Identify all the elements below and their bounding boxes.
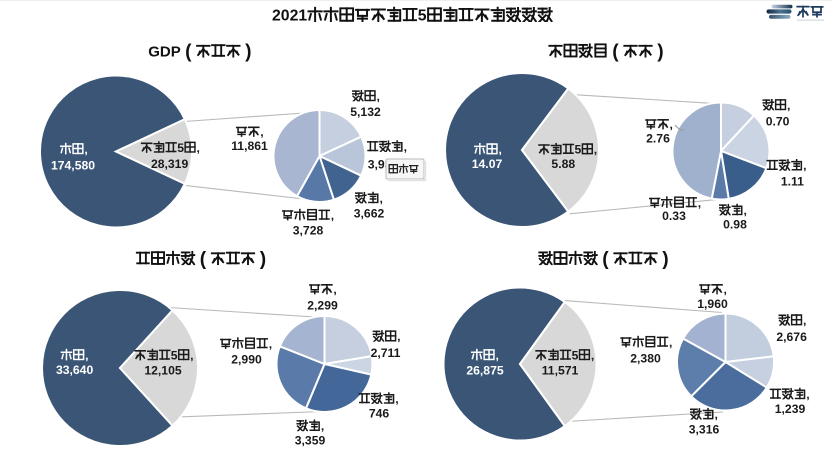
svg-text:2,676: 2,676	[776, 330, 807, 344]
svg-text:0.70: 0.70	[766, 114, 790, 128]
svg-text:,: ,	[803, 314, 806, 328]
svg-text:5: 5	[575, 143, 582, 157]
svg-text:12,105: 12,105	[144, 364, 181, 378]
svg-text:2,711: 2,711	[371, 346, 401, 360]
svg-text:174,580: 174,580	[51, 158, 95, 172]
svg-text:3,359: 3,359	[295, 434, 326, 448]
svg-text:5: 5	[171, 348, 178, 362]
svg-text:): )	[662, 249, 668, 270]
svg-text:,: ,	[744, 203, 747, 217]
svg-text:,: ,	[190, 348, 193, 362]
svg-text:,: ,	[715, 408, 718, 422]
svg-text:,: ,	[803, 159, 806, 173]
svg-text:3,728: 3,728	[293, 223, 324, 237]
svg-text:,: ,	[787, 98, 790, 112]
svg-text:0.33: 0.33	[662, 209, 686, 223]
svg-text:,: ,	[85, 348, 88, 362]
svg-text:,: ,	[197, 141, 200, 155]
svg-text:,: ,	[321, 419, 324, 433]
svg-text:,: ,	[404, 140, 407, 154]
svg-text:11,861: 11,861	[231, 139, 268, 153]
svg-text:,: ,	[84, 142, 87, 156]
svg-text:5: 5	[572, 348, 579, 362]
svg-text:,: ,	[395, 392, 398, 406]
svg-text:,: ,	[499, 143, 502, 157]
svg-text:(: (	[612, 41, 619, 62]
svg-text:33,640: 33,640	[56, 363, 93, 377]
svg-text:,: ,	[496, 348, 499, 362]
svg-text:2.76: 2.76	[646, 131, 670, 145]
svg-text:(: (	[602, 249, 609, 270]
svg-text:,: ,	[377, 89, 380, 103]
svg-text:,: ,	[380, 191, 383, 205]
svg-text:,: ,	[724, 282, 727, 296]
svg-text:14.07: 14.07	[472, 157, 503, 171]
svg-text:,: ,	[331, 208, 334, 222]
svg-text:5.88: 5.88	[551, 157, 575, 171]
svg-text:26,875: 26,875	[466, 364, 503, 378]
svg-text:28,319: 28,319	[151, 157, 188, 171]
svg-text:): )	[245, 41, 251, 62]
svg-text:GDP: GDP	[148, 43, 181, 60]
svg-text:): )	[657, 41, 663, 62]
svg-text:5,132: 5,132	[350, 105, 381, 119]
svg-text:,: ,	[260, 125, 263, 139]
svg-text:): )	[260, 249, 266, 270]
svg-text:1,239: 1,239	[775, 402, 806, 416]
svg-text:,: ,	[269, 337, 272, 351]
svg-text:,: ,	[670, 117, 673, 131]
svg-text:,: ,	[397, 330, 400, 344]
svg-text:2,299: 2,299	[307, 298, 338, 312]
svg-text:11,571: 11,571	[542, 363, 579, 377]
svg-text:,: ,	[591, 348, 594, 362]
svg-text:,: ,	[594, 143, 597, 157]
svg-text:3,662: 3,662	[354, 206, 385, 220]
svg-text:(: (	[200, 249, 207, 270]
svg-text:2021: 2021	[272, 8, 307, 25]
svg-text:(: (	[185, 41, 192, 62]
svg-text:,: ,	[698, 196, 701, 210]
svg-text:2,380: 2,380	[630, 351, 661, 365]
svg-text:5: 5	[177, 141, 184, 155]
svg-text:1.11: 1.11	[781, 175, 804, 189]
svg-text:,: ,	[806, 387, 809, 401]
svg-text:2,990: 2,990	[231, 353, 262, 367]
svg-text:,: ,	[333, 282, 336, 296]
svg-text:5: 5	[418, 8, 427, 25]
svg-text:0.98: 0.98	[723, 217, 747, 231]
svg-text:,: ,	[669, 335, 672, 349]
svg-text:1,960: 1,960	[697, 297, 728, 311]
svg-text:3,316: 3,316	[689, 422, 720, 436]
svg-text:746: 746	[369, 406, 390, 420]
